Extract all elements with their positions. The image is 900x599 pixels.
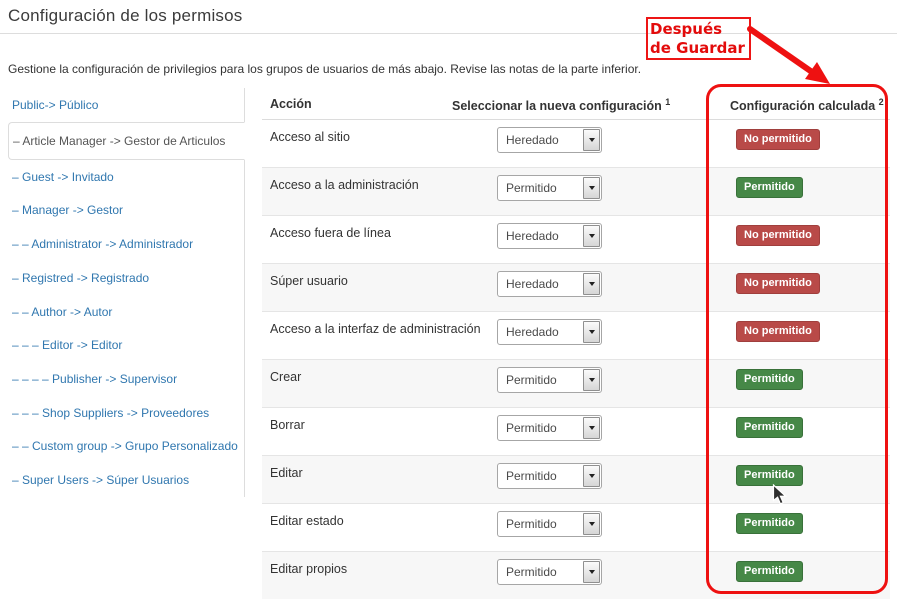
select-value: Permitido xyxy=(506,421,557,435)
permission-select[interactable]: Permitido xyxy=(497,559,602,585)
table-row: Acceso a la interfaz de administración H… xyxy=(262,312,890,360)
select-value: Heredado xyxy=(506,229,559,243)
column-header-new-setting: Seleccionar la nueva configuración 1 xyxy=(452,97,671,114)
action-label: Acceso a la administración xyxy=(270,178,419,192)
chevron-down-icon xyxy=(583,225,600,247)
action-label: Acceso a la interfaz de administración xyxy=(270,322,481,336)
chevron-down-icon xyxy=(583,513,600,535)
action-label: Crear xyxy=(270,370,302,384)
permission-select[interactable]: Permitido xyxy=(497,415,602,441)
sidebar-item-custom-group[interactable]: – – Custom group -> Grupo Personalizado xyxy=(12,439,238,454)
status-badge: No permitido xyxy=(736,321,820,342)
status-badge: Permitido xyxy=(736,465,803,486)
chevron-down-icon xyxy=(583,417,600,439)
annotation-line2: de Guardar xyxy=(650,39,745,57)
permissions-table: Acción Seleccionar la nueva configuració… xyxy=(262,88,890,599)
status-badge: Permitido xyxy=(736,417,803,438)
status-badge: No permitido xyxy=(736,129,820,150)
permission-select[interactable]: Heredado xyxy=(497,223,602,249)
status-badge: No permitido xyxy=(736,225,820,246)
sidebar-item-guest[interactable]: – Guest -> Invitado xyxy=(12,169,114,184)
sidebar-item-super-users[interactable]: – Super Users -> Súper Usuarios xyxy=(12,473,190,488)
select-value: Permitido xyxy=(506,565,557,579)
group-tabs-sidebar: Public-> Público – Article Manager -> Ge… xyxy=(0,88,245,497)
select-value: Permitido xyxy=(506,517,557,531)
action-label: Editar propios xyxy=(270,562,348,576)
table-row: Acceso fuera de línea Heredado No permit… xyxy=(262,216,890,264)
select-value: Permitido xyxy=(506,469,557,483)
annotation-line1: Después xyxy=(650,20,723,38)
chevron-down-icon xyxy=(583,561,600,583)
status-badge: Permitido xyxy=(736,561,803,582)
sidebar-item-publisher[interactable]: – – – – Publisher -> Supervisor xyxy=(12,372,178,386)
sidebar-item-article-manager[interactable]: – Article Manager -> Gestor de Articulos xyxy=(8,121,245,160)
table-row: Acceso a la administración Permitido Per… xyxy=(262,168,890,216)
column-header-action: Acción xyxy=(270,97,312,111)
chevron-down-icon xyxy=(583,177,600,199)
status-badge: No permitido xyxy=(736,273,820,294)
permission-select[interactable]: Heredado xyxy=(497,127,602,153)
table-row: Borrar Permitido Permitido xyxy=(262,408,890,456)
select-value: Permitido xyxy=(506,373,557,387)
table-row: Editar propios Permitido Permitido xyxy=(262,552,890,599)
table-header: Acción Seleccionar la nueva configuració… xyxy=(262,88,890,120)
permission-select[interactable]: Permitido xyxy=(497,175,602,201)
sidebar-item-registred[interactable]: – Registred -> Registrado xyxy=(12,270,150,285)
permission-select[interactable]: Heredado xyxy=(497,271,602,297)
table-row: Acceso al sitio Heredado No permitido xyxy=(262,120,890,168)
action-label: Acceso al sitio xyxy=(270,130,350,144)
select-value: Heredado xyxy=(506,133,559,147)
status-badge: Permitido xyxy=(736,369,803,390)
page-description: Gestione la configuración de privilegios… xyxy=(8,62,642,76)
chevron-down-icon xyxy=(583,465,600,487)
select-value: Heredado xyxy=(506,325,559,339)
chevron-down-icon xyxy=(583,321,600,343)
select-value: Heredado xyxy=(506,277,559,291)
sidebar-item-administrator[interactable]: – – Administrator -> Administrador xyxy=(12,237,194,252)
page-title: Configuración de los permisos xyxy=(8,6,243,25)
permission-select[interactable]: Permitido xyxy=(497,511,602,537)
sidebar-item-author[interactable]: – – Author -> Autor xyxy=(12,304,113,319)
status-badge: Permitido xyxy=(736,513,803,534)
title-divider xyxy=(0,33,897,34)
table-row: Crear Permitido Permitido xyxy=(262,360,890,408)
sidebar-item-editor[interactable]: – – – Editor -> Editor xyxy=(12,338,123,353)
column-header-calculated: Configuración calculada 2 xyxy=(730,97,884,114)
action-label: Editar xyxy=(270,466,303,480)
select-value: Permitido xyxy=(506,181,557,195)
status-badge: Permitido xyxy=(736,177,803,198)
sidebar-item-manager[interactable]: – Manager -> Gestor xyxy=(12,203,124,218)
annotation-callout: Después de Guardar xyxy=(646,17,751,60)
table-row: Súper usuario Heredado No permitido xyxy=(262,264,890,312)
sidebar-item-public[interactable]: Public-> Público xyxy=(12,97,99,112)
action-label: Súper usuario xyxy=(270,274,348,288)
permission-select[interactable]: Permitido xyxy=(497,367,602,393)
permission-select[interactable]: Permitido xyxy=(497,463,602,489)
chevron-down-icon xyxy=(583,369,600,391)
chevron-down-icon xyxy=(583,273,600,295)
chevron-down-icon xyxy=(583,129,600,151)
permission-select[interactable]: Heredado xyxy=(497,319,602,345)
sidebar-item-shop-suppliers[interactable]: – – – Shop Suppliers -> Proveedores xyxy=(12,405,210,420)
action-label: Acceso fuera de línea xyxy=(270,226,391,240)
table-row: Editar estado Permitido Permitido xyxy=(262,504,890,552)
action-label: Borrar xyxy=(270,418,305,432)
action-label: Editar estado xyxy=(270,514,344,528)
table-row: Editar Permitido Permitido xyxy=(262,456,890,504)
